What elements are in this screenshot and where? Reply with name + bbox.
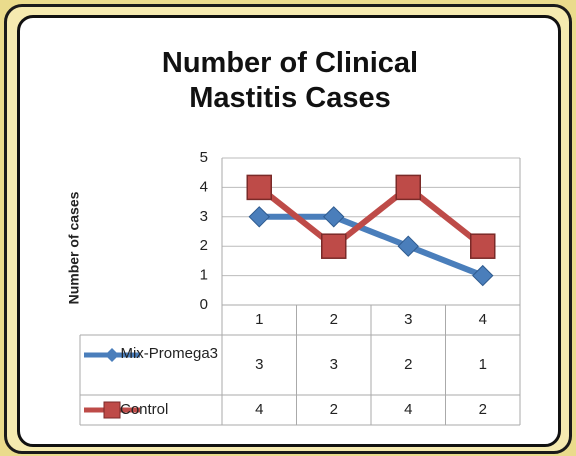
table-value: 3 <box>255 356 263 373</box>
series-marker <box>323 206 345 228</box>
y-axis-label: Number of cases <box>66 191 82 304</box>
chart-title: Number of Clinical Mastitis Cases <box>161 47 419 114</box>
legend-marker <box>105 348 119 362</box>
table-value: 4 <box>404 401 412 418</box>
series-marker <box>472 264 494 287</box>
series-marker <box>321 233 347 259</box>
legend-marker <box>103 401 121 419</box>
series-marker <box>470 233 496 259</box>
y-tick-label: 2 <box>200 237 208 254</box>
series-marker <box>248 206 270 228</box>
table-value: 4 <box>255 401 263 418</box>
series-marker <box>395 174 421 201</box>
x-tick-label: 1 <box>255 311 263 328</box>
series-marker <box>397 235 419 257</box>
table-value: 1 <box>479 356 487 373</box>
y-tick-label: 5 <box>200 149 208 166</box>
y-tick-label: 3 <box>200 208 208 225</box>
x-tick-label: 4 <box>479 311 487 328</box>
x-tick-label: 3 <box>404 311 412 328</box>
table-value: 2 <box>479 401 487 418</box>
y-tick-label: 1 <box>200 267 208 284</box>
series-line <box>257 184 485 250</box>
y-tick-label: 0 <box>200 296 208 313</box>
table-value: 2 <box>330 401 338 418</box>
legend-label: Mix-Promega3 <box>120 345 218 362</box>
legend-label: Control <box>120 401 169 418</box>
panel <box>17 15 561 447</box>
y-tick-label: 4 <box>200 178 208 195</box>
x-tick-label: 2 <box>330 311 338 328</box>
series-marker <box>246 174 272 201</box>
table-value: 3 <box>330 356 338 373</box>
table-value: 2 <box>404 356 412 373</box>
